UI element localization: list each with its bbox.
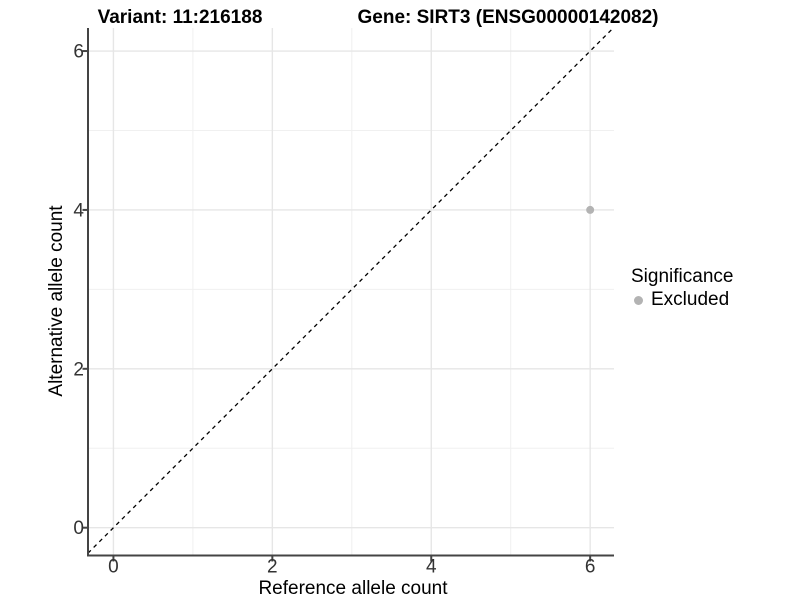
x-axis-title: Reference allele count — [258, 578, 448, 599]
x-tick-label: 4 — [426, 557, 437, 578]
x-tick-label: 6 — [585, 557, 596, 578]
y-tick-label: 4 — [73, 200, 84, 221]
plot-title-gene: Gene: SIRT3 (ENSG00000142082) — [357, 7, 659, 28]
legend-entry-label: Excluded — [651, 289, 730, 310]
y-tick-label: 6 — [73, 42, 84, 63]
data-point — [586, 205, 595, 214]
plot-title-variant: Variant: 11:216188 — [97, 7, 263, 28]
legend-title: Significance — [631, 266, 734, 287]
legend-entry-excluded: Excluded — [630, 288, 733, 312]
x-tick-label: 2 — [267, 557, 278, 578]
legend: Significance Excluded — [630, 266, 733, 312]
y-tick-label: 0 — [73, 518, 84, 539]
x-tick-label: 0 — [108, 557, 119, 578]
y-tick-label: 2 — [73, 359, 84, 380]
y-axis-title: Alternative allele count — [46, 205, 67, 397]
identity-line — [87, 27, 614, 554]
excluded-point-icon — [634, 295, 643, 305]
